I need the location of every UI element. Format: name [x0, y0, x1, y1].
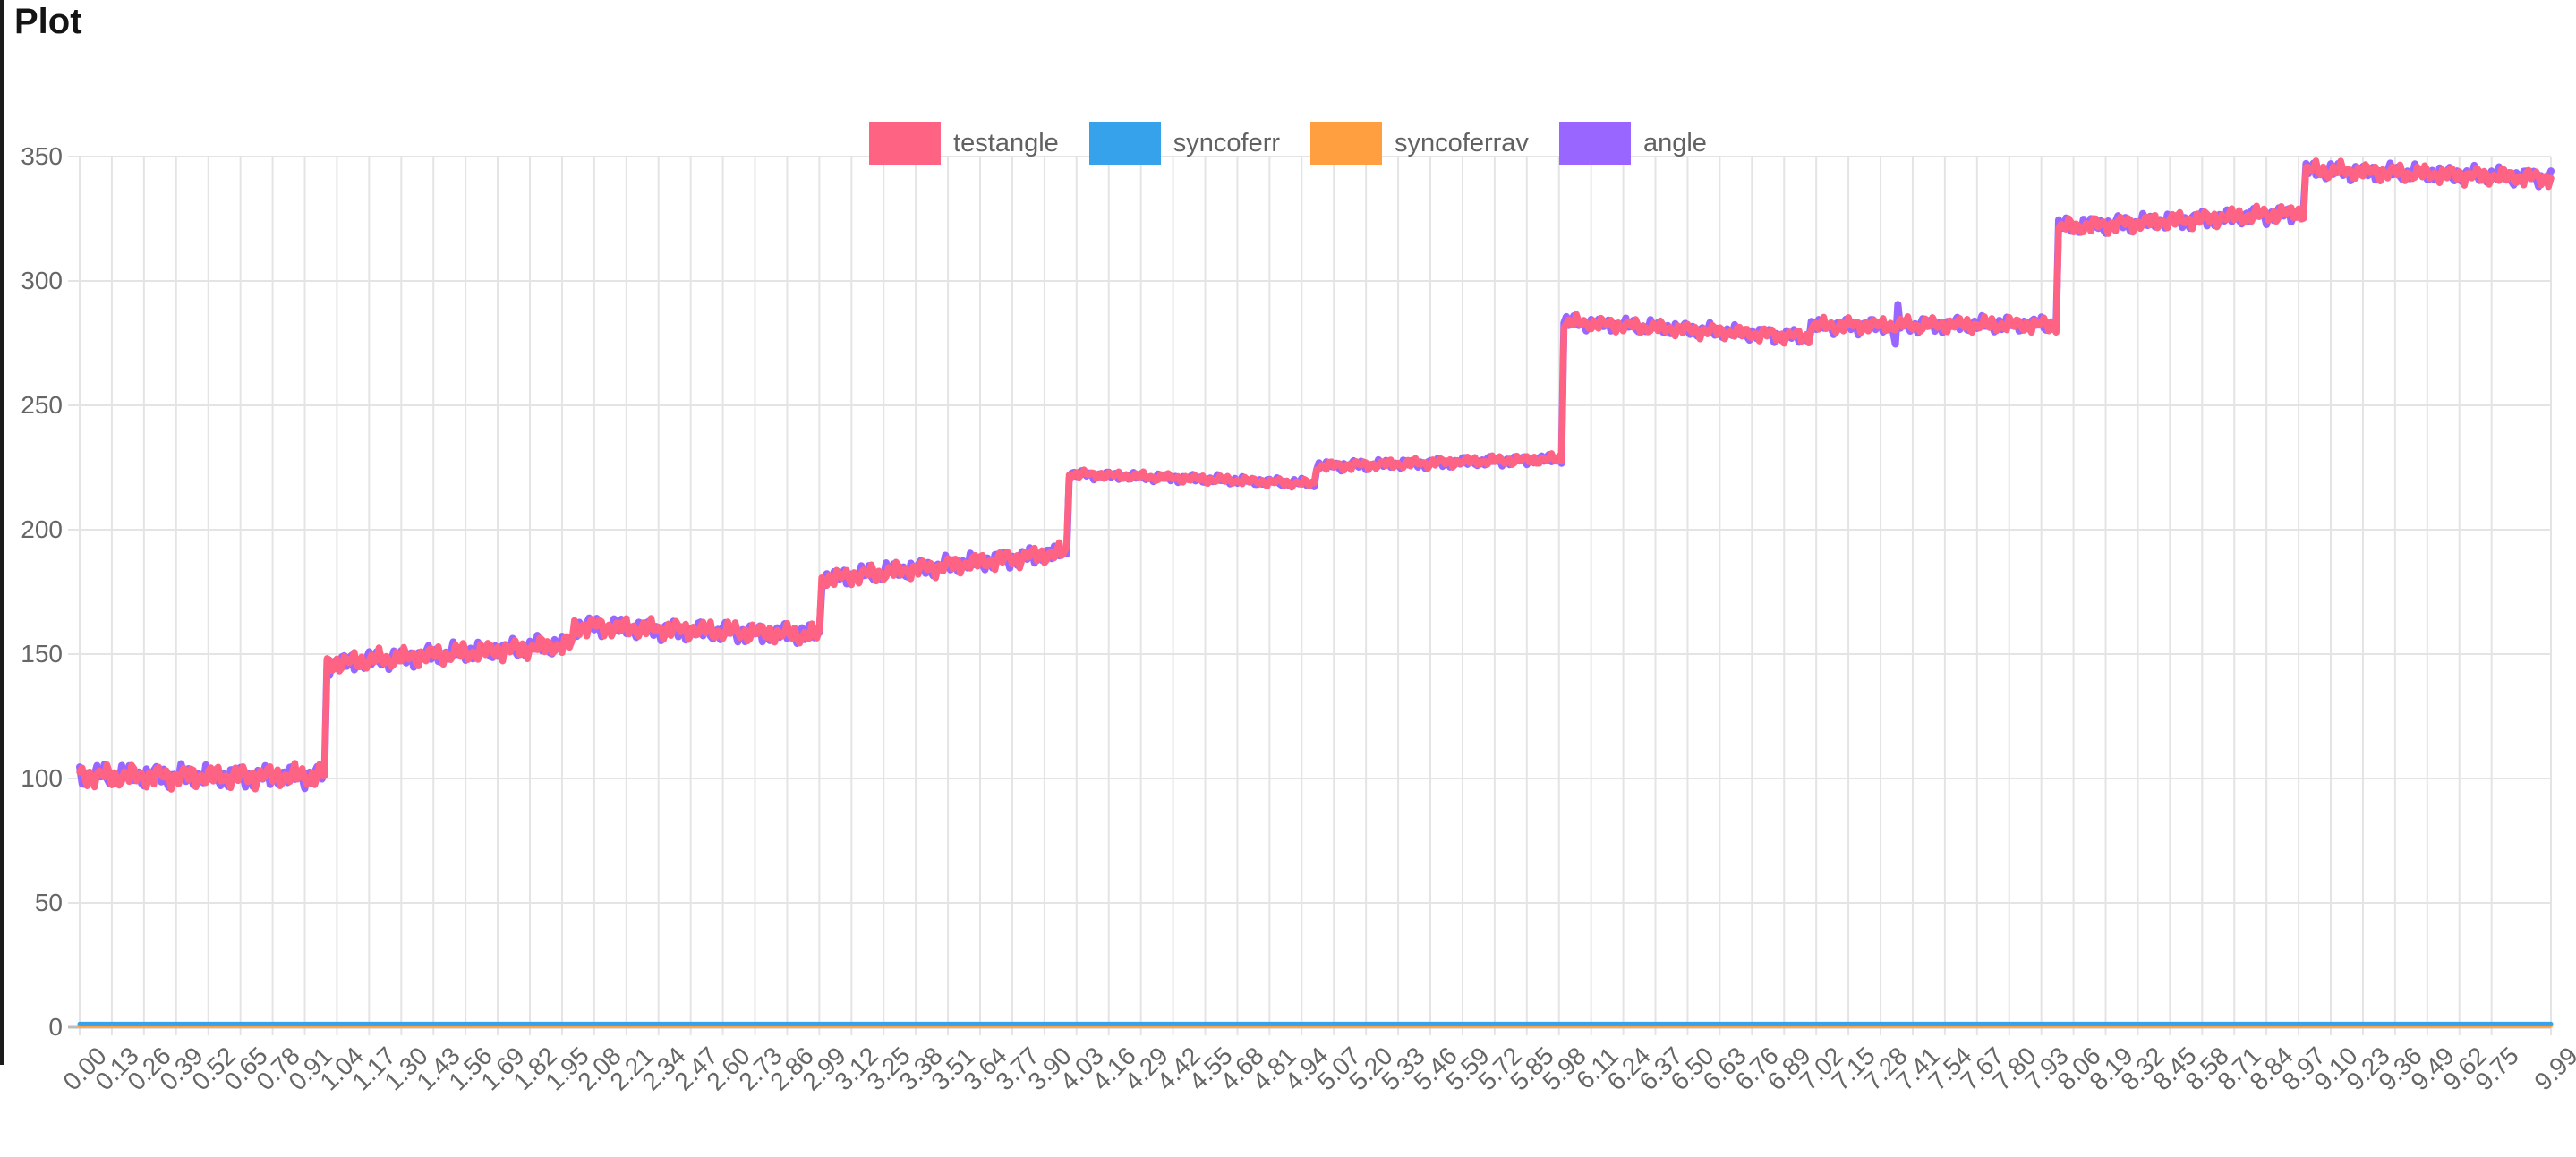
series-testangle	[76, 157, 2555, 793]
page-title: Plot	[14, 2, 82, 41]
legend-item-syncoferrav[interactable]: syncoferrav	[1310, 122, 1529, 165]
y-tick-label: 350	[21, 142, 63, 170]
legend-swatch-icon	[1310, 122, 1383, 165]
legend-label: testangle	[953, 128, 1059, 157]
y-tick-label: 250	[21, 391, 63, 419]
y-tick-label: 150	[21, 640, 63, 668]
legend-item-angle[interactable]: angle	[1558, 122, 1707, 165]
series-lines	[76, 157, 2555, 1028]
chart-canvas[interactable]	[0, 0, 2576, 1065]
gridlines	[68, 156, 2552, 1035]
y-tick-label: 300	[21, 267, 63, 294]
window-left-border	[0, 0, 4, 1065]
y-tick-label: 50	[34, 889, 63, 916]
legend-swatch-icon	[869, 122, 942, 165]
chart-legend: testangle syncoferr syncoferrav angle	[0, 122, 2576, 165]
legend-item-testangle[interactable]: testangle	[869, 122, 1059, 165]
legend-label: syncoferr	[1173, 128, 1281, 157]
legend-label: angle	[1642, 128, 1707, 157]
y-tick-label: 0	[48, 1013, 63, 1041]
legend-swatch-icon	[1088, 122, 1161, 165]
y-tick-label: 100	[21, 764, 63, 792]
legend-swatch-icon	[1558, 122, 1631, 165]
y-tick-label: 200	[21, 515, 63, 543]
legend-label: syncoferrav	[1395, 128, 1529, 157]
legend-item-syncoferr[interactable]: syncoferr	[1088, 122, 1281, 165]
